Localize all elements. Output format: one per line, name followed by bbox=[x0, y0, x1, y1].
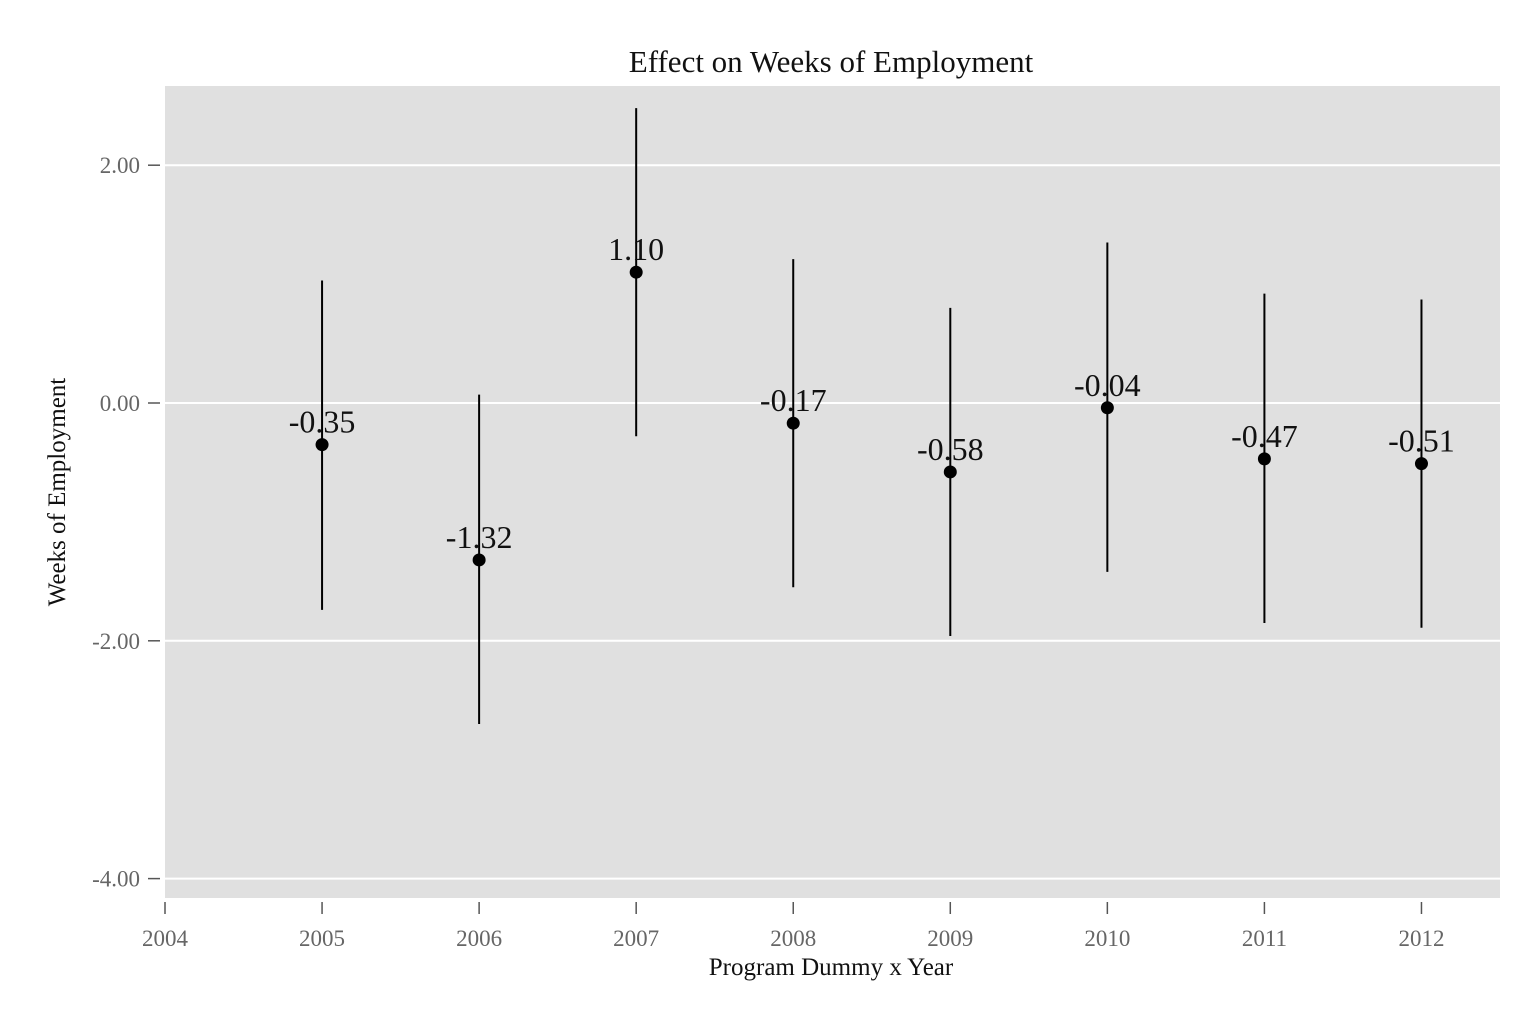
data-point bbox=[943, 465, 957, 479]
x-tick-label: 2007 bbox=[613, 926, 659, 951]
data-label: 1.10 bbox=[608, 231, 664, 267]
y-tick-label: -2.00 bbox=[92, 629, 140, 654]
x-axis-label: Program Dummy x Year bbox=[709, 954, 954, 981]
data-label: -0.04 bbox=[1074, 367, 1141, 403]
grid-lines bbox=[165, 164, 1500, 880]
data-point bbox=[1414, 457, 1428, 471]
y-axis-label: Weeks of Employment bbox=[44, 378, 71, 607]
x-tick-label: 2010 bbox=[1084, 926, 1130, 951]
x-tick-label: 2011 bbox=[1242, 926, 1287, 951]
data-point bbox=[1257, 452, 1271, 466]
axes: -4.00 -2.00 0.00 2.00 2004 2005 2006 2007 2008 20… bbox=[92, 153, 1444, 951]
data-label: -0.58 bbox=[917, 431, 984, 467]
data-point bbox=[786, 416, 800, 430]
x-tick-label: 2006 bbox=[456, 926, 502, 951]
y-tick-label: 2.00 bbox=[100, 153, 140, 178]
y-tick-label: -4.00 bbox=[92, 867, 140, 892]
data-points: -0.35 -1.32 1.10 -0.17 -0.58 -0.04 -0.47 -0.51 bbox=[289, 108, 1455, 725]
data-label: -0.47 bbox=[1231, 418, 1298, 454]
data-label: -0.51 bbox=[1388, 423, 1455, 459]
data-label: -0.17 bbox=[760, 382, 827, 418]
chart-title: Effect on Weeks of Employment bbox=[629, 44, 1034, 79]
plot-panel bbox=[165, 86, 1500, 898]
data-point bbox=[315, 438, 329, 452]
data-label: -0.35 bbox=[289, 404, 356, 440]
data-point bbox=[629, 265, 643, 279]
data-point bbox=[1100, 401, 1114, 415]
data-label: -1.32 bbox=[446, 519, 513, 555]
x-tick-label: 2012 bbox=[1398, 926, 1444, 951]
x-tick-label: 2004 bbox=[142, 926, 189, 951]
y-tick-label: 0.00 bbox=[100, 391, 140, 416]
x-tick-label: 2008 bbox=[770, 926, 816, 951]
data-point bbox=[472, 553, 486, 567]
x-tick-label: 2005 bbox=[299, 926, 345, 951]
x-tick-label: 2009 bbox=[927, 926, 973, 951]
